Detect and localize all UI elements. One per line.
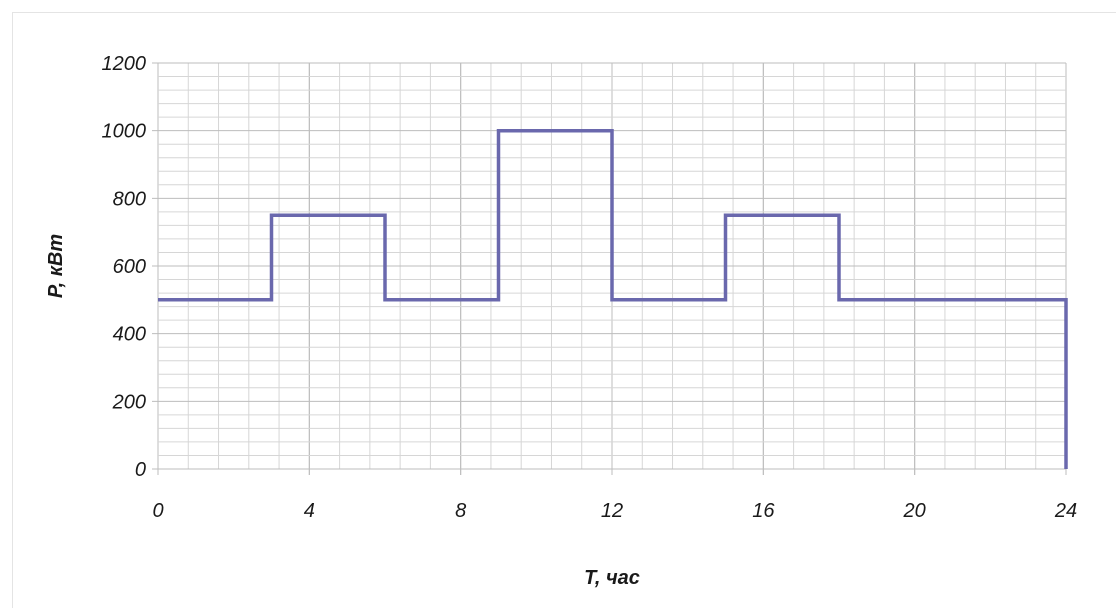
x-tick-label: 0 [152, 500, 163, 522]
x-tick-label: 20 [903, 500, 926, 522]
y-tick-label: 400 [113, 324, 146, 346]
tick-labels: 0 4 8 12 16 20 24 0 200 400 600 800 1000 1200 [102, 53, 1078, 522]
x-tick-label: 4 [304, 500, 315, 522]
grid [152, 62, 1067, 475]
y-tick-label: 600 [113, 256, 146, 278]
series-line [158, 128, 1068, 469]
x-tick-label: 24 [1054, 500, 1077, 522]
y-tick-label: 1000 [102, 121, 147, 143]
y-axis-title: P, кВт [45, 234, 67, 298]
x-tick-label: 12 [601, 500, 623, 522]
y-tick-label: 0 [135, 459, 146, 481]
y-tick-label: 1200 [102, 53, 147, 75]
x-axis-title: T, час [584, 567, 640, 589]
chart-frame [12, 12, 1116, 608]
x-tick-label: 8 [455, 500, 466, 522]
series-layer [158, 128, 1068, 469]
y-tick-label: 200 [112, 391, 146, 413]
y-tick-label: 800 [113, 188, 146, 210]
x-tick-label: 16 [752, 500, 775, 522]
